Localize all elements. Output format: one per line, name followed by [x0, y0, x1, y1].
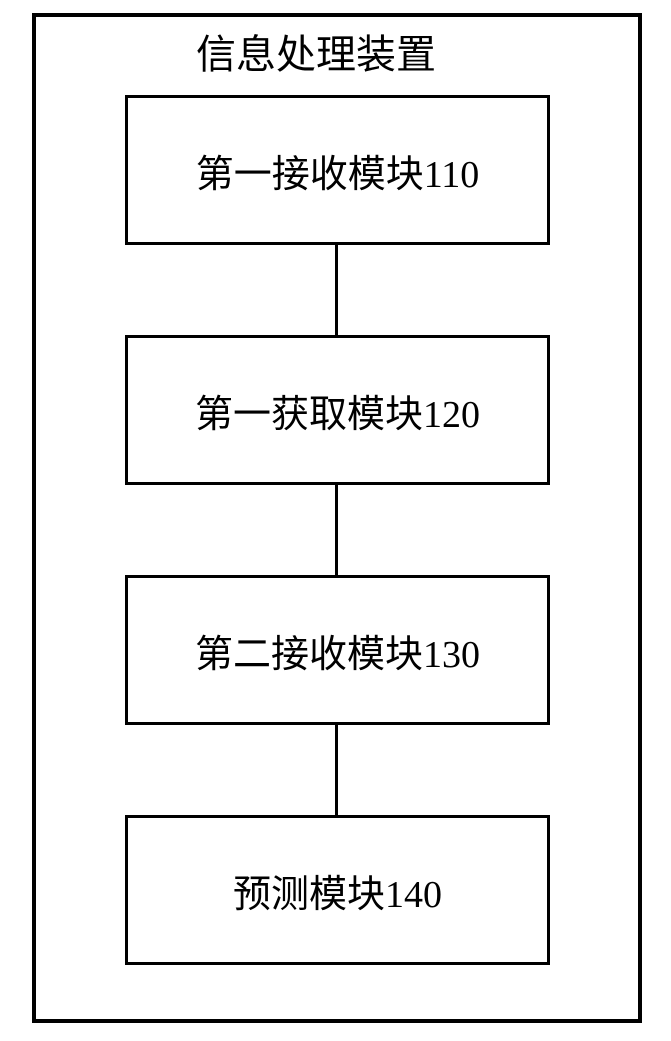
flowchart-node-label: 第一获取模块120 [195, 383, 480, 438]
flowchart-node: 第一获取模块120 [125, 335, 550, 485]
flowchart-node-label: 第二接收模块130 [195, 623, 480, 678]
flowchart-edge [335, 725, 338, 815]
flowchart-node-label: 预测模块140 [233, 863, 442, 918]
flowchart-edge [335, 245, 338, 335]
flowchart-edge [335, 485, 338, 575]
flowchart-node: 预测模块140 [125, 815, 550, 965]
flowchart-node-label: 第一接收模块110 [196, 143, 480, 198]
diagram-title: 信息处理装置 [196, 22, 436, 80]
flowchart-node: 第二接收模块130 [125, 575, 550, 725]
flowchart-node: 第一接收模块110 [125, 95, 550, 245]
